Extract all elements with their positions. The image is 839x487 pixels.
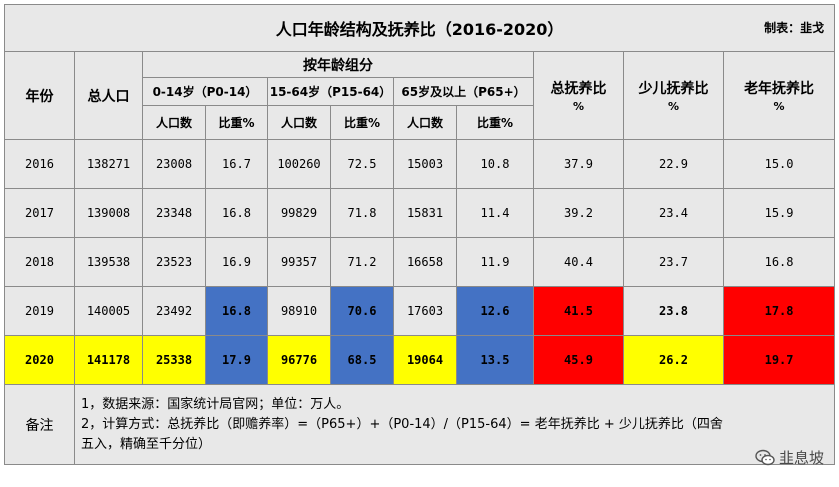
table-row: 2019 140005 23492 16.8 98910 70.6 17603 … <box>4 286 836 336</box>
cell-p014: 23523 <box>142 237 206 287</box>
cell-child-dep: 23.4 <box>623 188 724 238</box>
header-total-dep-label: 总抚养比 <box>550 81 607 97</box>
cell-p1564: 96776 <box>267 335 331 385</box>
cell-p1564-pct: 70.6 <box>330 286 394 336</box>
cell-p65: 17603 <box>393 286 457 336</box>
table-row: 2018 139538 23523 16.9 99357 71.2 16658 … <box>4 237 836 287</box>
cell-total-dep: 45.9 <box>533 335 624 385</box>
cell-p1564: 99357 <box>267 237 331 287</box>
cell-p014-pct: 16.9 <box>205 237 268 287</box>
cell-p1564: 98910 <box>267 286 331 336</box>
cell-p014: 25338 <box>142 335 206 385</box>
population-table: 人口年龄结构及抚养比（2016-2020） 制表：韭戈 年份 总人口 按年龄组分… <box>3 4 836 465</box>
header-total-dep: 总抚养比 % <box>533 51 624 140</box>
watermark-text: 韭息坡 <box>778 449 824 467</box>
header-group-0-14: 0-14岁（P0-14） <box>142 77 268 106</box>
cell-total-dep: 40.4 <box>533 237 624 287</box>
cell-total-dep: 39.2 <box>533 188 624 238</box>
subheader-pct: 比重% <box>205 105 268 140</box>
cell-year: 2018 <box>4 237 75 287</box>
header-child-dep-label: 少儿抚养比 <box>638 81 709 97</box>
cell-p65-pct: 11.9 <box>456 237 534 287</box>
cell-total: 139008 <box>74 188 143 238</box>
table-row: 2017 139008 23348 16.8 99829 71.8 15831 … <box>4 188 836 238</box>
header-child-dep-unit: % <box>667 100 680 113</box>
cell-total-dep: 37.9 <box>533 139 624 189</box>
cell-p1564-pct: 71.8 <box>330 188 394 238</box>
table-title-cell: 人口年龄结构及抚养比（2016-2020） 制表：韭戈 <box>3 4 836 52</box>
header-old-dep-unit: % <box>773 100 785 113</box>
cell-total: 140005 <box>74 286 143 336</box>
header-total-pop: 总人口 <box>74 51 143 140</box>
cell-year: 2017 <box>4 188 75 238</box>
cell-old-dep: 15.0 <box>722 139 836 189</box>
watermark: 韭息坡 <box>755 447 824 468</box>
subheader-count: 人口数 <box>267 105 331 140</box>
author-label: 制表：韭戈 <box>764 21 825 35</box>
header-group-65-plus: 65岁及以上（P65+） <box>393 77 534 106</box>
cell-child-dep: 23.8 <box>623 286 724 336</box>
cell-year: 2020 <box>4 335 75 385</box>
table-row: 2016 138271 23008 16.7 100260 72.5 15003… <box>4 139 836 189</box>
cell-child-dep: 26.2 <box>623 335 724 385</box>
cell-total-dep: 41.5 <box>533 286 624 336</box>
header-old-dep-label: 老年抚养比 <box>744 81 815 97</box>
cell-p014: 23348 <box>142 188 206 238</box>
cell-p014-pct: 17.9 <box>205 335 268 385</box>
cell-old-dep: 15.9 <box>722 188 836 238</box>
notes-line-1: 1，数据来源：国家统计局官网；单位：万人。 <box>81 396 350 412</box>
subheader-count: 人口数 <box>142 105 206 140</box>
cell-p014-pct: 16.7 <box>205 139 268 189</box>
cell-p1564: 99829 <box>267 188 331 238</box>
cell-child-dep: 23.7 <box>623 237 724 287</box>
cell-p65-pct: 10.8 <box>456 139 534 189</box>
cell-year: 2016 <box>4 139 75 189</box>
cell-p014-pct: 16.8 <box>205 188 268 238</box>
header-group-15-64: 15-64岁（P15-64） <box>267 77 394 106</box>
notes-label: 备注 <box>4 384 75 465</box>
cell-total: 138271 <box>74 139 143 189</box>
cell-p014: 23008 <box>142 139 206 189</box>
header-year: 年份 <box>4 51 75 140</box>
cell-p014: 23492 <box>142 286 206 336</box>
notes-cell: 1，数据来源：国家统计局官网；单位：万人。 2，计算方式：总抚养比（即赡养率）=… <box>73 384 836 465</box>
subheader-pct: 比重% <box>456 105 534 140</box>
cell-total: 141178 <box>74 335 143 385</box>
table-row: 2020 141178 25338 17.9 96776 68.5 19064 … <box>4 335 836 385</box>
cell-p65-pct: 12.6 <box>456 286 534 336</box>
cell-p1564-pct: 72.5 <box>330 139 394 189</box>
header-total-dep-unit: % <box>572 100 585 113</box>
population-table-sheet: 人口年龄结构及抚养比（2016-2020） 制表：韭戈 年份 总人口 按年龄组分… <box>3 4 836 482</box>
subheader-count: 人口数 <box>393 105 457 140</box>
header-old-dep: 老年抚养比 % <box>722 51 836 140</box>
cell-total: 139538 <box>74 237 143 287</box>
cell-p65-pct: 13.5 <box>456 335 534 385</box>
subheader-pct: 比重% <box>330 105 394 140</box>
header-age-group: 按年龄组分 <box>142 51 534 78</box>
cell-year: 2019 <box>4 286 75 336</box>
notes-line-2: 2，计算方式：总抚养比（即赡养率）=（P65+）+（P0-14）/（P15-64… <box>81 416 723 452</box>
header-child-dep: 少儿抚养比 % <box>623 51 724 140</box>
cell-p65: 16658 <box>393 237 457 287</box>
cell-p1564-pct: 68.5 <box>330 335 394 385</box>
cell-p014-pct: 16.8 <box>205 286 268 336</box>
cell-p65: 15003 <box>393 139 457 189</box>
cell-p65: 19064 <box>393 335 457 385</box>
cell-p1564-pct: 71.2 <box>330 237 394 287</box>
cell-old-dep: 19.7 <box>722 335 836 385</box>
cell-p1564: 100260 <box>267 139 331 189</box>
cell-p65: 15831 <box>393 188 457 238</box>
cell-old-dep: 17.8 <box>722 286 836 336</box>
cell-p65-pct: 11.4 <box>456 188 534 238</box>
wechat-icon <box>755 449 775 465</box>
table-title: 人口年龄结构及抚养比（2016-2020） <box>275 20 564 39</box>
cell-child-dep: 22.9 <box>623 139 724 189</box>
cell-old-dep: 16.8 <box>722 237 836 287</box>
